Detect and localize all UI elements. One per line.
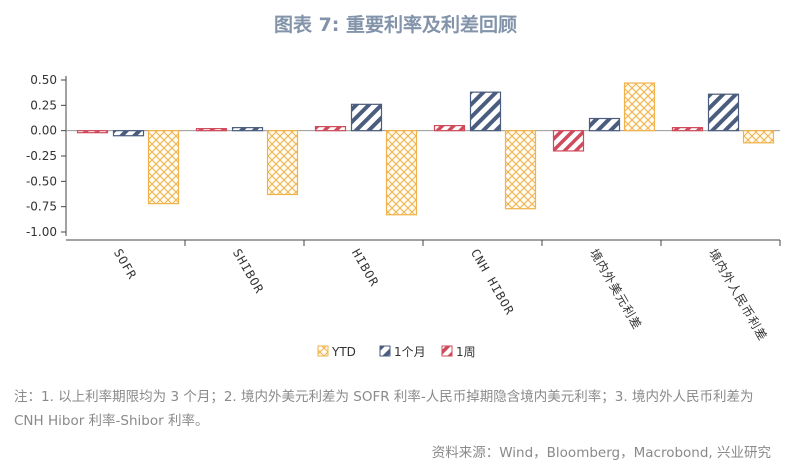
- bar-1周-2: [314, 126, 347, 132]
- bar-YTD-0: [147, 130, 180, 205]
- legend-label: YTD: [331, 345, 356, 359]
- x-category-label: HIBOR: [349, 247, 382, 290]
- bar-1周-3: [433, 124, 466, 132]
- bar-1个月-2: [350, 103, 383, 132]
- x-category-label: SHIBOR: [230, 247, 267, 297]
- bar-1个月-1: [231, 127, 264, 132]
- chart-title: 图表 7: 重要利率及利差回顾: [273, 14, 518, 36]
- y-tick-label: -0.75: [26, 200, 57, 214]
- x-category-label: 境内外美元利差: [587, 246, 645, 332]
- bar-1周-1: [195, 128, 228, 132]
- bar-YTD-2: [385, 130, 418, 216]
- bar-YTD-5: [742, 130, 775, 144]
- bar-YTD-3: [504, 130, 537, 210]
- footnote: 注：1. 以上利率期限均为 3 个月；2. 境内外美元利差为 SOFR 利率-人…: [14, 389, 754, 429]
- x-category-label: SOFR: [111, 247, 140, 282]
- y-tick-label: -0.50: [26, 174, 57, 188]
- bar-1周-5: [671, 127, 704, 132]
- legend-swatch-1周: [441, 345, 453, 357]
- bar-1周-0: [76, 130, 109, 134]
- bar-YTD-4: [623, 82, 656, 132]
- legend-label: 1周: [456, 345, 476, 359]
- y-tick-label: 0.25: [30, 98, 57, 112]
- x-category-label: 境内外人民币利差: [706, 246, 771, 344]
- bar-1周-4: [552, 130, 585, 152]
- bar-chart: 0.50 0.25 0.00 -0.25 -0.50 -0.75 -1.00 SOFR SHIB…: [26, 73, 781, 359]
- legend-label: 1个月: [394, 345, 426, 359]
- legend-swatch-1个月: [379, 345, 391, 357]
- x-category-label: CNH HIBOR: [468, 247, 517, 318]
- y-tick-label: -1.00: [26, 225, 57, 239]
- source-note: 资料来源：Wind，Bloomberg，Macrobond, 兴业研究: [431, 445, 771, 461]
- bar-1个月-4: [588, 117, 621, 132]
- bar-1个月-0: [112, 130, 145, 137]
- legend-swatch-YTD: [317, 345, 329, 357]
- bar-1个月-3: [469, 91, 502, 132]
- y-tick-label: 0.00: [30, 124, 57, 138]
- y-tick-label: -0.25: [26, 149, 57, 163]
- y-tick-label: 0.50: [30, 73, 57, 87]
- bar-YTD-1: [266, 130, 299, 196]
- bar-1个月-5: [707, 93, 740, 132]
